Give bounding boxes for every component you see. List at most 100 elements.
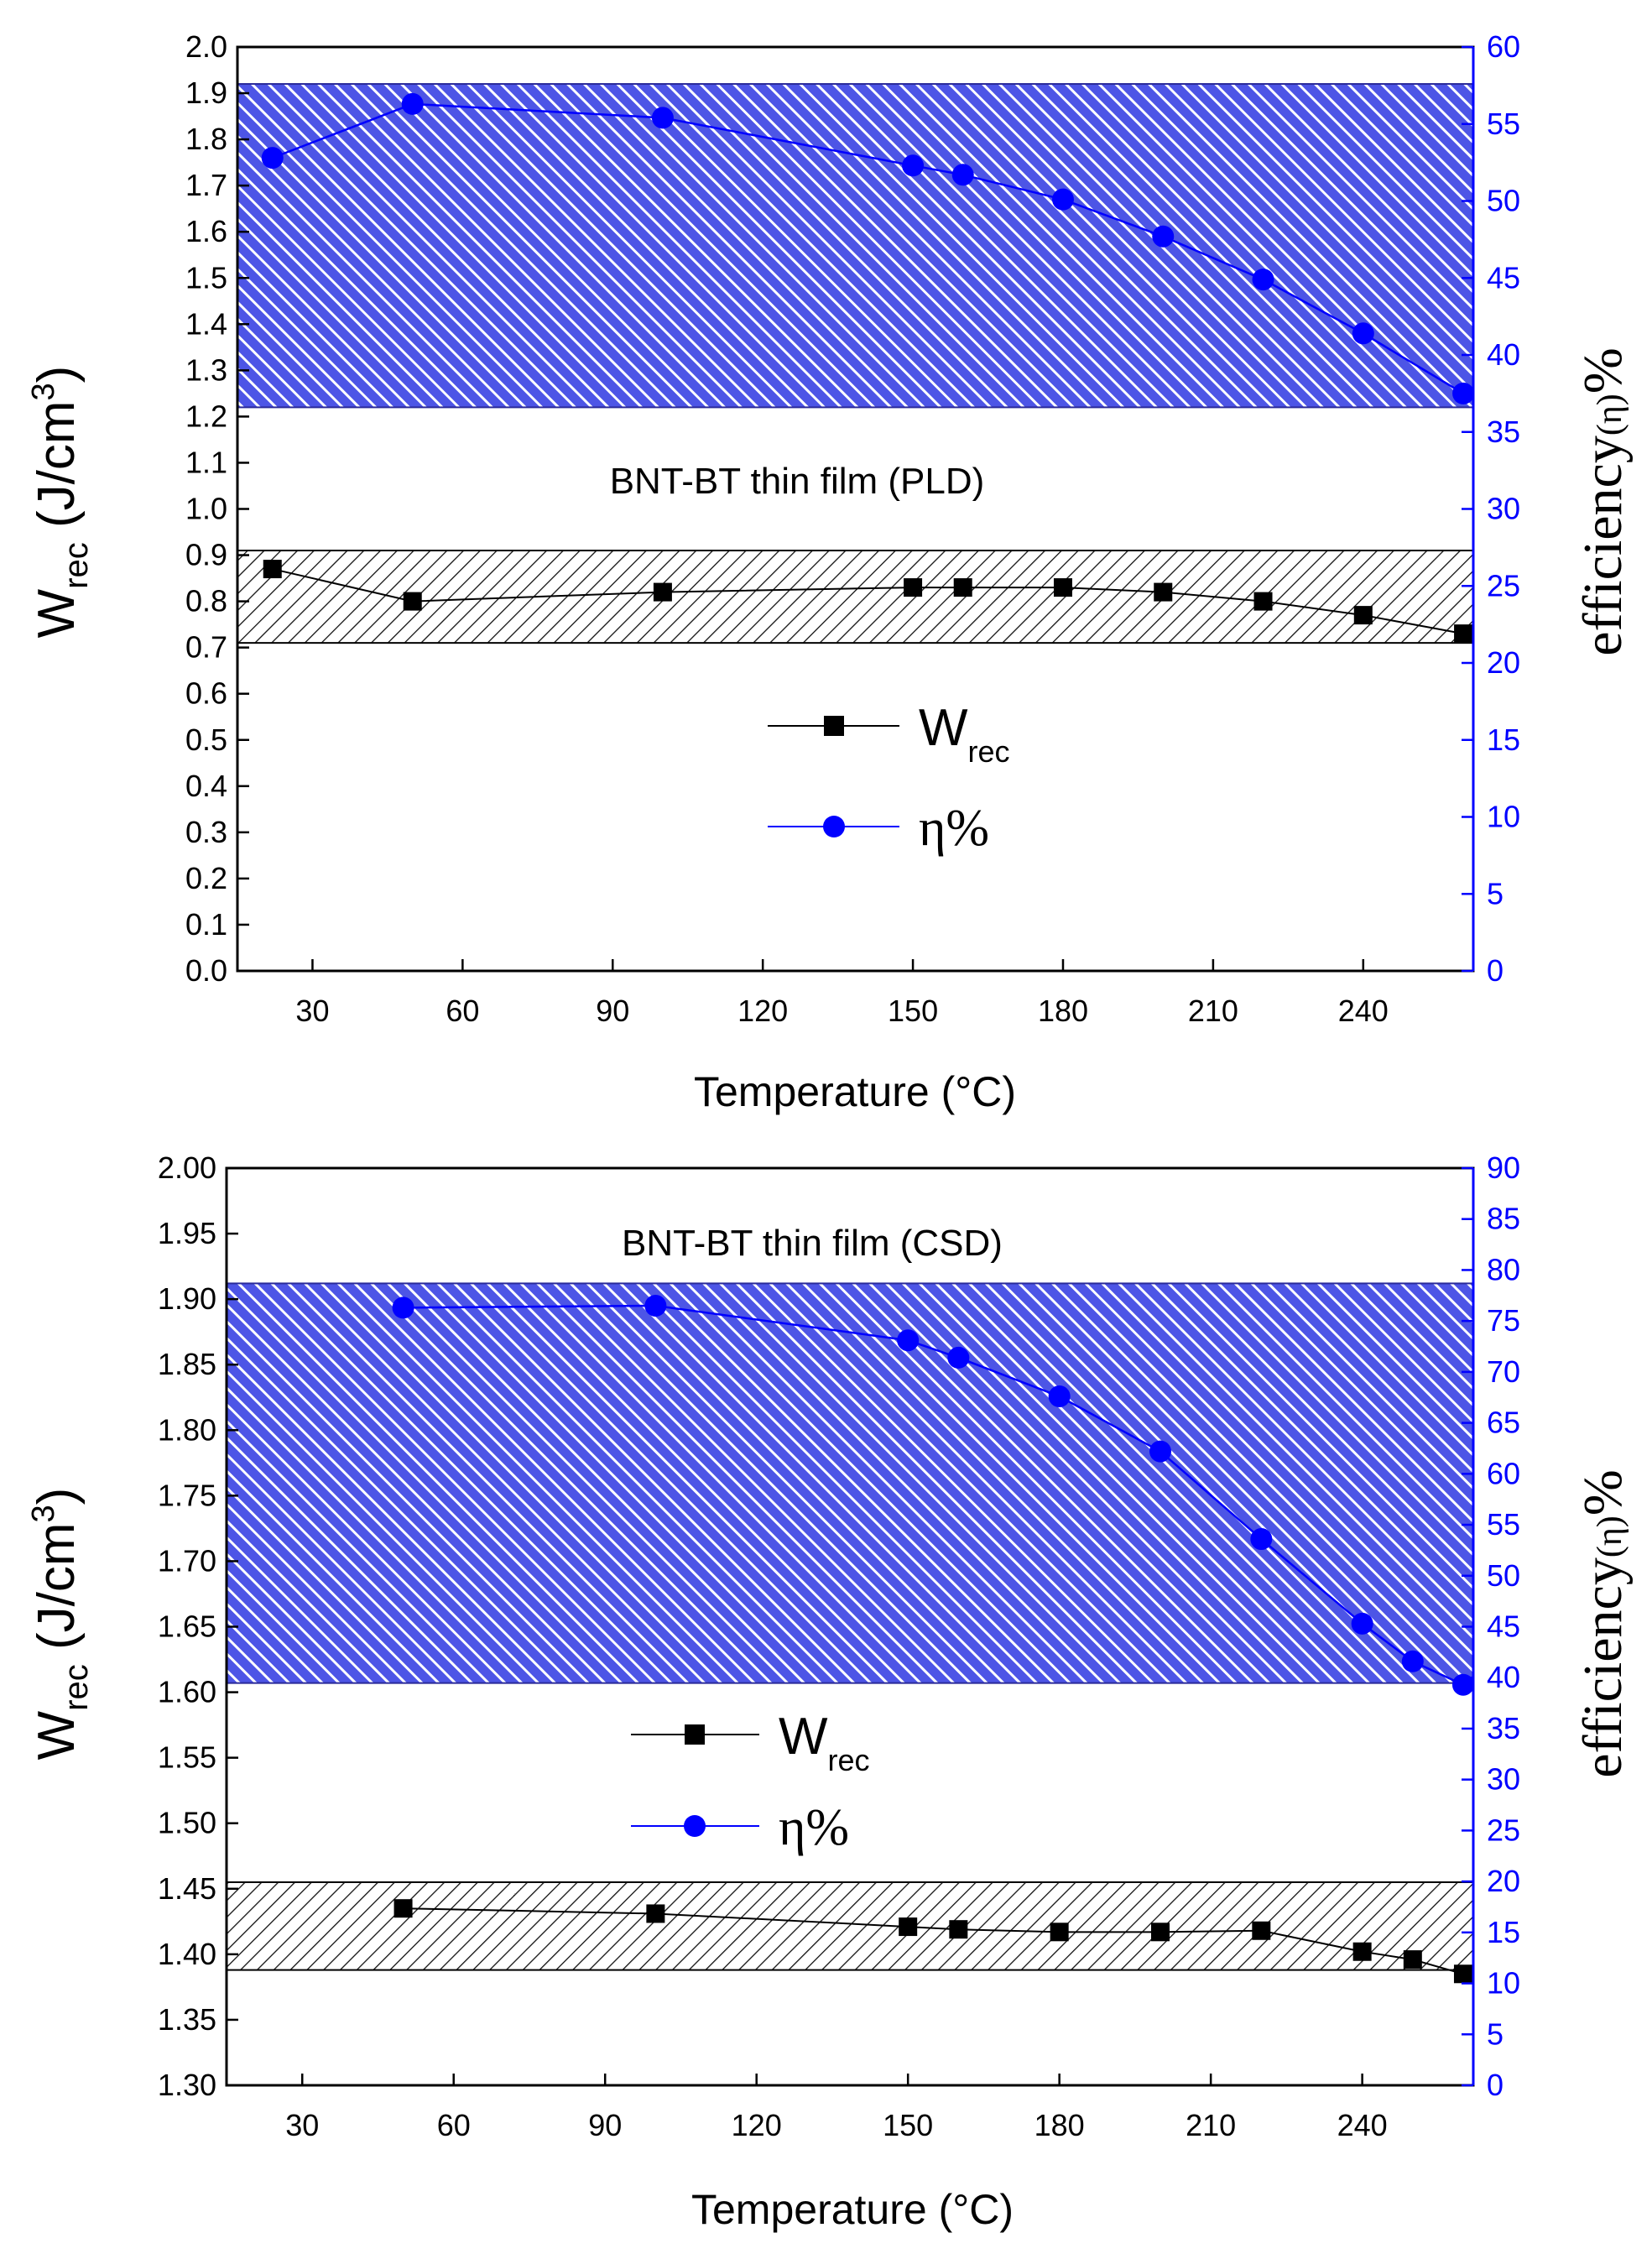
y2-tick-label: 10 [1487,800,1520,834]
band-blue-bottom [226,1282,1474,1684]
markers-bottom [392,1294,1474,1984]
legend-eta-label: η% [919,800,989,857]
y-tick-label: 1.2 [185,399,227,433]
y2-tick-label: 80 [1487,1252,1520,1286]
eta-point [897,1329,920,1352]
bands-bottom [226,1282,1474,1971]
y-tick-label: 0.7 [185,630,227,665]
x-tick-label: 210 [1186,2108,1236,2142]
y-tick-label: 1.6 [185,214,227,248]
y-tick-label: 0.8 [185,584,227,618]
y-tick-label: 0.3 [185,815,227,849]
y-tick-label: 1.35 [158,2002,216,2037]
y2-tick-label: 5 [1487,2016,1503,2051]
y2-tick-label: 45 [1487,260,1520,295]
wrec-point [904,578,923,597]
eta-point [1250,1528,1273,1551]
eta-point [951,164,974,186]
y2-tick-label: 65 [1487,1406,1520,1440]
wrec-point [1353,606,1373,625]
y-tick-label: 1.55 [158,1740,216,1775]
y-tick-label: 1.0 [185,492,227,526]
wrec-point [1050,1922,1069,1942]
chart-top: 0.0 0.1 0.2 0.3 0.4 0.5 0.6 0.7 0.8 0.9 1.0 1.1 1.2 1… [26,29,1634,1115]
y-tick-label: 1.85 [158,1347,216,1381]
y2-axis-title-bottom: efficiency(η)% [1572,1469,1634,1778]
y2-tick-label: 55 [1487,107,1520,141]
band-black-top [237,550,1474,644]
eta-point [651,107,674,129]
wrec-point [1150,1922,1170,1942]
band-black-bottom [226,1881,1474,1971]
bands-top [237,83,1474,644]
lines-bottom [403,1304,1464,1975]
y-tick-label: 1.90 [158,1281,216,1316]
y-tick-label: 1.3 [185,352,227,387]
eta-point [947,1346,970,1369]
wrec-point [1454,624,1473,644]
y-tick-label: 1.5 [185,260,227,295]
legend-w-label: Wrec [919,699,1010,769]
y-axis-title-top: Wrec (J/cm3) [26,366,95,639]
x-tick-label: 210 [1188,994,1238,1028]
y-tick-label: 0.4 [185,769,227,803]
wrec-point [653,582,672,602]
eta-point [1152,225,1175,248]
y-tick-label: 1.40 [158,1937,216,1971]
x-tick-label: 120 [732,2108,782,2142]
wrec-point [1403,1950,1422,1969]
y2-tick-label: 25 [1487,568,1520,603]
y-tick-label: 1.9 [185,76,227,110]
y-tick-label: 1.60 [158,1675,216,1709]
y2-tick-label: 90 [1487,1150,1520,1185]
y2-tick-label: 20 [1487,645,1520,680]
y-tick-label: 1.95 [158,1216,216,1250]
y-tick-label: 2.00 [158,1150,216,1185]
y2-tick-label: 75 [1487,1303,1520,1338]
y2-tick-label: 30 [1487,1762,1520,1797]
lines-top [272,102,1464,635]
legend-eta-marker [823,816,845,837]
y2-tick-label: 35 [1487,415,1520,449]
left-ticks-top: 0.0 0.1 0.2 0.3 0.4 0.5 0.6 0.7 0.8 0.9 1.0 1.1 1.2 1… [185,29,249,988]
eta-point [1351,1612,1373,1635]
y-tick-label: 0.6 [185,676,227,711]
x-tick-label: 180 [1038,994,1088,1028]
y2-tick-label: 60 [1487,1456,1520,1490]
eta-point [401,92,424,115]
markers-top [261,92,1475,644]
x-ticks-top: 30 60 90 120 150 180 210 240 [295,959,1389,1028]
x-tick-label: 30 [285,2108,319,2142]
wrec-point [1253,592,1273,611]
eta-point [392,1296,414,1319]
y2-tick-label: 15 [1487,1915,1520,1949]
x-tick-label: 240 [1337,2108,1388,2142]
legend-w-label: Wrec [779,1708,870,1777]
y2-tick-label: 25 [1487,1813,1520,1847]
y-tick-label: 0.9 [185,538,227,572]
y2-tick-label: 15 [1487,723,1520,757]
wrec-point [949,1920,968,1939]
y2-tick-label: 0 [1487,953,1503,988]
legend-top: Wrec η% [768,699,1010,857]
eta-point [1252,269,1274,291]
x-axis-title-top: Temperature (°C) [694,1068,1016,1115]
wrec-point [1252,1921,1271,1940]
wrec-point [899,1917,918,1937]
eta-point [1401,1650,1424,1672]
eta-point [902,154,925,177]
y-tick-label: 2.0 [185,29,227,64]
wrec-point [646,1904,665,1923]
x-ticks-bottom: 30 60 90 120 150 180 210 240 [285,2074,1388,2142]
y2-tick-label: 50 [1487,184,1520,218]
x-tick-label: 240 [1338,994,1389,1028]
right-ticks-top: 0 5 10 15 20 25 30 35 40 45 50 55 60 [1462,29,1520,988]
wrec-point [403,592,422,611]
y2-tick-label: 45 [1487,1609,1520,1644]
y-tick-label: 0.5 [185,723,227,757]
y-axis-title-bottom: Wrec (J/cm3) [26,1488,95,1761]
eta-point [1048,1385,1071,1408]
series-line-eta [272,102,1464,394]
legend-w-marker [824,716,844,736]
